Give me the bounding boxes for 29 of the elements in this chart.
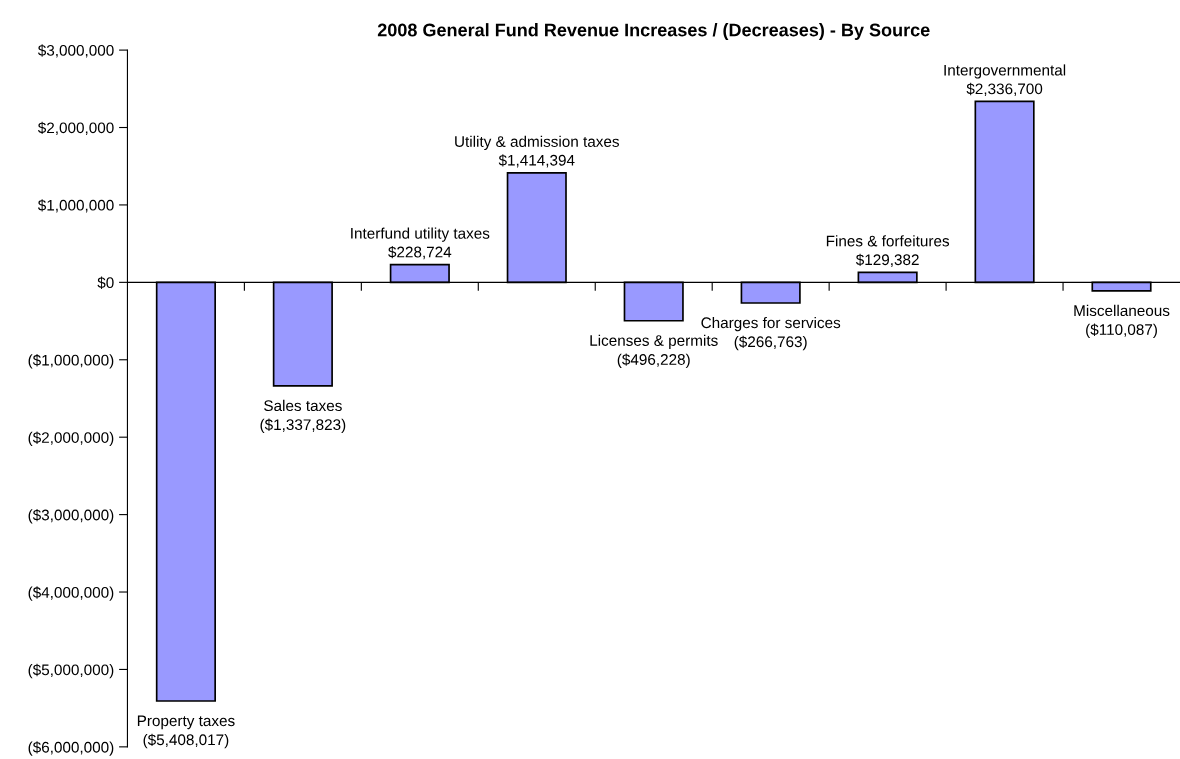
y-tick-label: ($2,000,000) bbox=[28, 431, 114, 446]
x-tick-label: Utility & admission taxes bbox=[455, 135, 619, 150]
x-tick-label: Intergovernmental bbox=[944, 64, 1066, 79]
y-tick-label: $1,000,000 bbox=[37, 199, 114, 213]
y-tick-label: $0 bbox=[97, 276, 114, 289]
y-tick-label: ($5,000,000) bbox=[28, 663, 114, 679]
data-label: ($5,408,017) bbox=[143, 733, 229, 749]
chart-title: 2008 General Fund Revenue Increases / (Decreases) - By Source bbox=[377, 23, 930, 40]
x-tick-label: Interfund utility taxes bbox=[351, 227, 490, 242]
data-label: ($110,087) bbox=[1086, 323, 1157, 339]
data-label: $2,336,700 bbox=[966, 82, 1043, 97]
y-tick-label: $3,000,000 bbox=[37, 44, 114, 58]
data-label: ($1,337,823) bbox=[260, 418, 346, 434]
y-tick-label: ($3,000,000) bbox=[28, 508, 114, 524]
x-tick-label: Sales taxes bbox=[264, 399, 342, 412]
data-label: $129,382 bbox=[855, 253, 919, 267]
y-tick-label: ($1,000,000) bbox=[28, 354, 114, 369]
data-label: $1,414,394 bbox=[498, 154, 575, 168]
data-label: ($496,228) bbox=[617, 353, 690, 368]
x-tick-label: Charges for services bbox=[701, 316, 841, 332]
x-tick-label: Miscellaneous bbox=[1074, 304, 1170, 317]
x-tick-label: Fines & forfeitures bbox=[826, 235, 950, 247]
y-tick-label: $2,000,000 bbox=[37, 121, 114, 135]
y-tick-label: ($6,000,000) bbox=[28, 741, 114, 756]
data-label: ($266,763) bbox=[734, 335, 807, 351]
x-tick-label: Licenses & permits bbox=[590, 334, 718, 349]
data-label: $228,724 bbox=[388, 245, 452, 260]
x-tick-label: Property taxes bbox=[137, 715, 235, 730]
y-tick-label: ($4,000,000) bbox=[28, 586, 114, 601]
